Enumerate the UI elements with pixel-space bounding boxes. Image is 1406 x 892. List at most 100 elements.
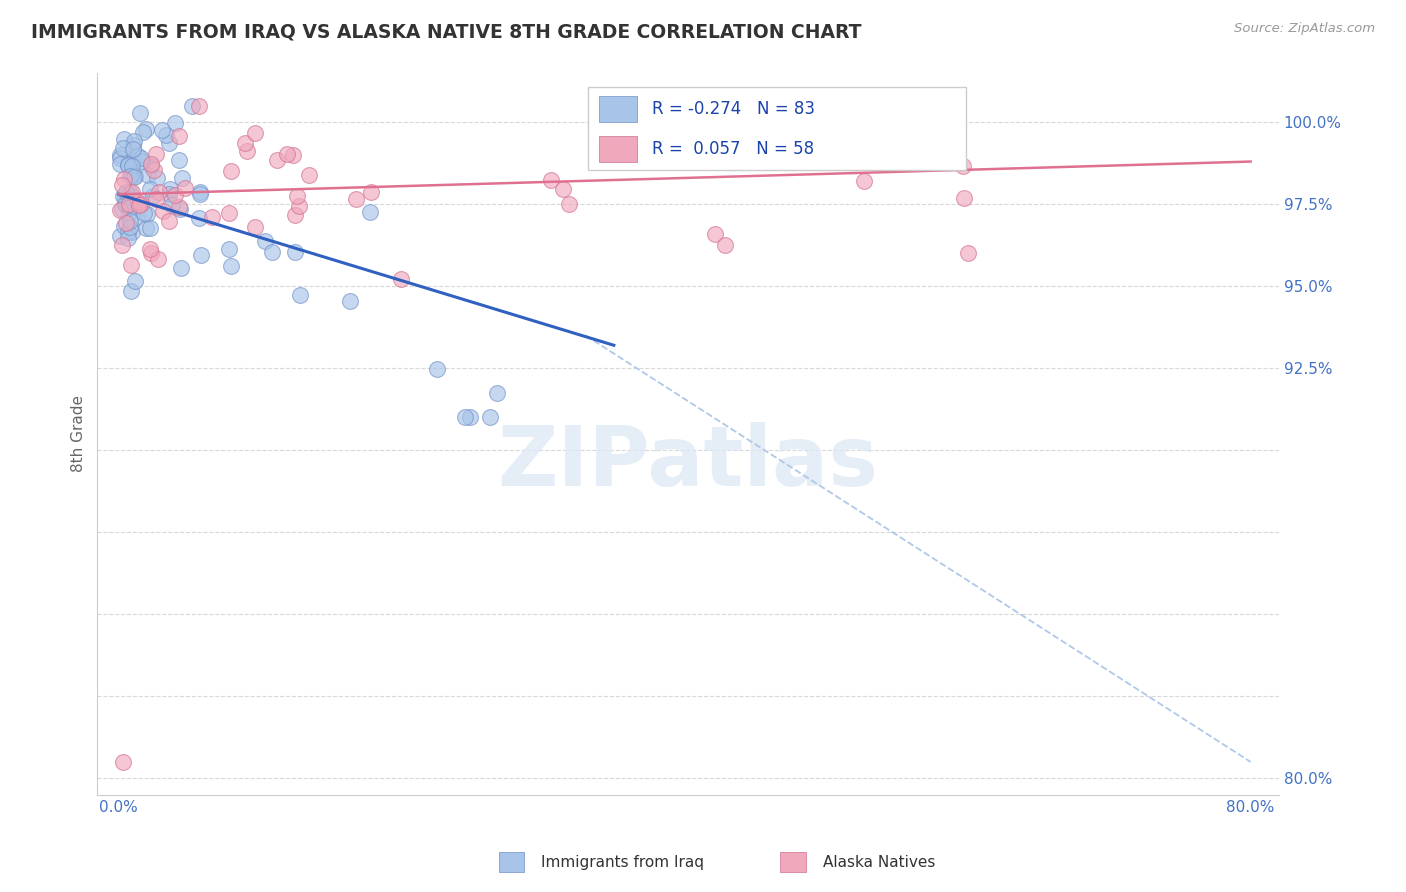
Point	[218, 242, 240, 256]
Point	[125, 211, 148, 225]
Point	[853, 128, 876, 143]
Point	[131, 151, 153, 165]
Point	[112, 132, 135, 146]
Point	[114, 191, 136, 205]
Text: ZIPatlas: ZIPatlas	[498, 422, 879, 503]
Point	[218, 206, 240, 220]
Point	[485, 386, 508, 401]
Point	[112, 189, 135, 203]
Point	[115, 216, 138, 230]
Point	[170, 260, 193, 275]
Point	[114, 197, 136, 211]
Point	[219, 259, 242, 273]
Point	[174, 180, 197, 194]
Point	[460, 410, 482, 425]
Point	[139, 243, 162, 257]
Point	[288, 288, 311, 302]
Y-axis label: 8th Grade: 8th Grade	[72, 395, 86, 473]
Point	[124, 274, 146, 288]
Point	[146, 252, 169, 267]
Point	[136, 207, 159, 221]
Point	[120, 185, 142, 199]
Point	[132, 125, 155, 139]
Point	[124, 169, 146, 184]
Point	[117, 225, 139, 239]
Point	[112, 172, 135, 186]
Point	[117, 231, 139, 245]
Point	[169, 202, 191, 216]
Point	[167, 153, 190, 168]
Point	[172, 171, 194, 186]
Point	[111, 238, 134, 252]
Point	[852, 174, 875, 188]
Point	[120, 198, 142, 212]
Text: Source: ZipAtlas.com: Source: ZipAtlas.com	[1234, 22, 1375, 36]
Point	[139, 157, 162, 171]
Point	[360, 185, 382, 199]
Point	[956, 246, 979, 260]
Point	[159, 181, 181, 195]
Point	[288, 199, 311, 213]
Point	[157, 214, 180, 228]
Point	[190, 248, 212, 262]
Point	[141, 246, 163, 260]
Point	[152, 203, 174, 218]
Point	[717, 147, 740, 161]
Point	[152, 123, 174, 137]
Point	[159, 187, 181, 202]
Point	[139, 159, 162, 173]
Point	[703, 227, 725, 241]
Point	[146, 170, 169, 185]
Point	[108, 157, 131, 171]
Point	[120, 200, 142, 214]
Point	[121, 159, 143, 173]
Point	[108, 229, 131, 244]
Point	[167, 200, 190, 214]
Point	[117, 196, 139, 211]
Point	[148, 185, 170, 199]
Point	[233, 136, 256, 150]
Point	[359, 205, 381, 219]
Point	[110, 202, 132, 216]
Point	[742, 120, 765, 135]
Point	[284, 208, 307, 222]
Point	[118, 214, 141, 228]
Point	[118, 169, 141, 183]
Point	[266, 153, 288, 168]
Point	[128, 198, 150, 212]
Point	[260, 245, 283, 260]
Point	[110, 148, 132, 162]
Point	[236, 144, 259, 158]
Point	[121, 168, 143, 182]
Point	[284, 244, 307, 259]
Text: IMMIGRANTS FROM IRAQ VS ALASKA NATIVE 8TH GRADE CORRELATION CHART: IMMIGRANTS FROM IRAQ VS ALASKA NATIVE 8T…	[31, 22, 862, 41]
Point	[180, 99, 202, 113]
Point	[145, 147, 167, 161]
Point	[142, 189, 165, 203]
Point	[426, 362, 449, 376]
Point	[283, 148, 305, 162]
Point	[111, 178, 134, 193]
Point	[188, 185, 211, 199]
Point	[243, 126, 266, 140]
Point	[117, 158, 139, 172]
Point	[344, 192, 367, 206]
Point	[132, 206, 155, 220]
Point	[129, 105, 152, 120]
Point	[165, 116, 187, 130]
Point	[953, 191, 976, 205]
Point	[121, 225, 143, 239]
Point	[276, 147, 298, 161]
Point	[120, 258, 142, 272]
Point	[778, 104, 800, 119]
Text: Immigrants from Iraq: Immigrants from Iraq	[541, 855, 704, 870]
Point	[188, 187, 211, 202]
Point	[115, 197, 138, 211]
Point	[478, 410, 501, 425]
Point	[165, 188, 187, 202]
Point	[135, 221, 157, 235]
Point	[145, 193, 167, 207]
Point	[122, 153, 145, 168]
Point	[124, 169, 146, 184]
Point	[298, 168, 321, 182]
